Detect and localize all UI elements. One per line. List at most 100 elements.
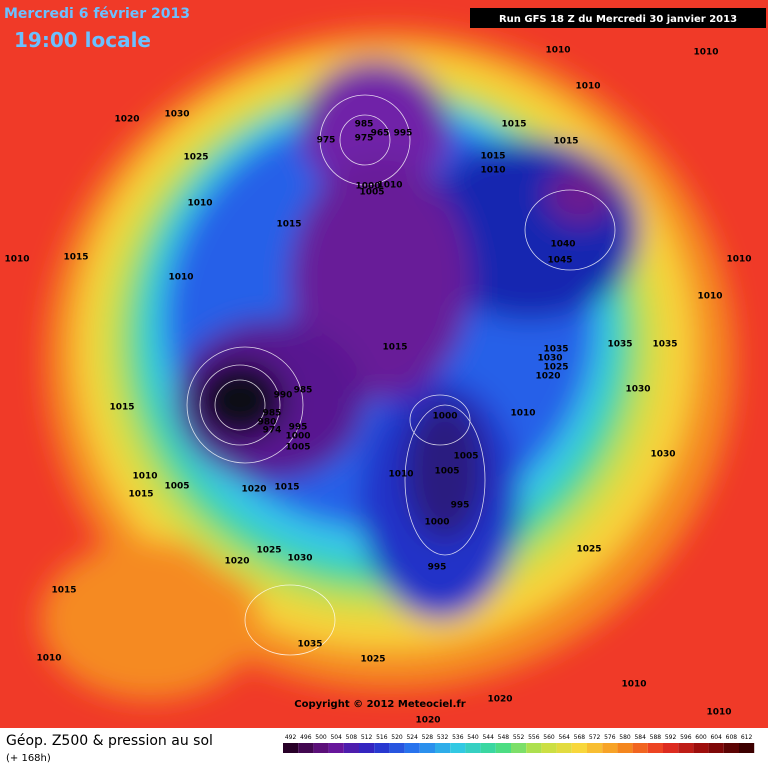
isobar-label: 995 [394, 129, 413, 139]
isobar-label: 1035 [652, 340, 677, 350]
isobar-label: 1010 [621, 680, 646, 690]
legend-label: 492 [285, 734, 297, 741]
legend-swatch [435, 743, 451, 753]
isobar-label: 1010 [706, 708, 731, 718]
isobar-label: 1020 [241, 485, 266, 495]
isobars [186, 94, 616, 656]
legend-swatch [511, 743, 527, 753]
isobar-label: 1010 [575, 82, 600, 92]
legend-label: 568 [574, 734, 586, 741]
isobar-label: 1000 [424, 518, 449, 528]
legend-label: 588 [650, 734, 662, 741]
isobar-label: 1010 [697, 292, 722, 302]
isobar-label: 995 [451, 501, 470, 511]
legend-label: 560 [543, 734, 555, 741]
isobar-label: 1005 [164, 482, 189, 492]
forecast-time: 19:00 locale [14, 28, 151, 52]
legend-label: 540 [467, 734, 479, 741]
isobar-label: 985 [294, 386, 313, 396]
isobar-label: 1020 [487, 695, 512, 705]
isobar-label: 975 [317, 136, 336, 146]
isobar-label: 995 [289, 423, 308, 433]
footer-title: Géop. Z500 & pression au sol [6, 733, 213, 749]
isobar-label: 1010 [187, 199, 212, 209]
legend-label: 520 [391, 734, 403, 741]
legend-label: 592 [665, 734, 677, 741]
legend-label: 608 [726, 734, 738, 741]
isobar-label: 980 [258, 418, 277, 428]
isobar-label: 1045 [547, 256, 572, 266]
isobar-label: 1000 [355, 182, 380, 192]
legend-swatch [389, 743, 405, 753]
legend-swatch [647, 743, 663, 753]
isobar-label: 965 [371, 129, 390, 139]
legend-swatch [374, 743, 390, 753]
isobar-label: 1005 [453, 452, 478, 462]
isobar-label: 1000 [285, 432, 310, 442]
legend-swatch [526, 743, 542, 753]
isobar-label: 1030 [537, 354, 562, 364]
legend-swatch [283, 743, 299, 753]
footer-lead: (+ 168h) [6, 753, 51, 764]
isobar-label: 1020 [535, 372, 560, 382]
isobar-label: 1030 [164, 110, 189, 120]
isobar-label: 1010 [726, 255, 751, 265]
isobar-label: 1005 [285, 443, 310, 453]
isobar-label: 1020 [224, 557, 249, 567]
isobar-label: 1020 [415, 716, 440, 726]
legend-swatch [298, 743, 314, 753]
isobar-label: 1020 [114, 115, 139, 125]
legend-swatch [602, 743, 618, 753]
legend-swatch [450, 743, 466, 753]
legend-swatch [571, 743, 587, 753]
legend-label: 552 [513, 734, 525, 741]
isobar-label: 1010 [480, 166, 505, 176]
isobar-label: 1030 [287, 554, 312, 564]
isobar-label: 975 [355, 134, 374, 144]
isobar-label: 1025 [360, 655, 385, 665]
isobar-label: 1010 [377, 181, 402, 191]
legend-swatch [739, 743, 755, 753]
legend-swatch [480, 743, 496, 753]
legend-swatch [556, 743, 572, 753]
legend-label: 544 [482, 734, 494, 741]
isobar-label: 1030 [650, 450, 675, 460]
isobar-label: 1015 [501, 120, 526, 130]
isobar-label: 1010 [168, 273, 193, 283]
legend-label: 496 [300, 734, 312, 741]
isobar-label: 1000 [432, 412, 457, 422]
isobar-label: 1010 [4, 255, 29, 265]
isobar-label: 1025 [183, 153, 208, 163]
legend-swatch [495, 743, 511, 753]
legend-swatch [328, 743, 344, 753]
isobar-label: 1015 [63, 253, 88, 263]
legend-swatch [343, 743, 359, 753]
isobar-label: 1015 [480, 152, 505, 162]
isobar-label: 1010 [36, 654, 61, 664]
legend-swatch [723, 743, 739, 753]
legend-label: 556 [528, 734, 540, 741]
legend-swatch [419, 743, 435, 753]
isobar-label: 1025 [543, 363, 568, 373]
isobar-label: 1015 [382, 343, 407, 353]
run-box [470, 8, 766, 28]
legend-label: 584 [634, 734, 646, 741]
legend-label: 576 [604, 734, 616, 741]
isobar-label: 1015 [276, 220, 301, 230]
legend-label: 548 [498, 734, 510, 741]
legend-label: 524 [406, 734, 418, 741]
legend-swatch [708, 743, 724, 753]
isobar-label: 1010 [545, 46, 570, 56]
copyright: Copyright © 2012 Meteociel.fr [294, 699, 465, 710]
forecast-date: Mercredi 6 février 2013 [4, 6, 190, 22]
legend-label: 596 [680, 734, 692, 741]
isobar-label: 1005 [359, 188, 384, 198]
isobar-label: 1010 [510, 409, 535, 419]
isobar-label: 1035 [297, 640, 322, 650]
legend-label: 604 [710, 734, 722, 741]
legend-label: 512 [361, 734, 373, 741]
legend-label: 600 [695, 734, 707, 741]
legend-label: 516 [376, 734, 388, 741]
isobar-label: 1010 [693, 48, 718, 58]
